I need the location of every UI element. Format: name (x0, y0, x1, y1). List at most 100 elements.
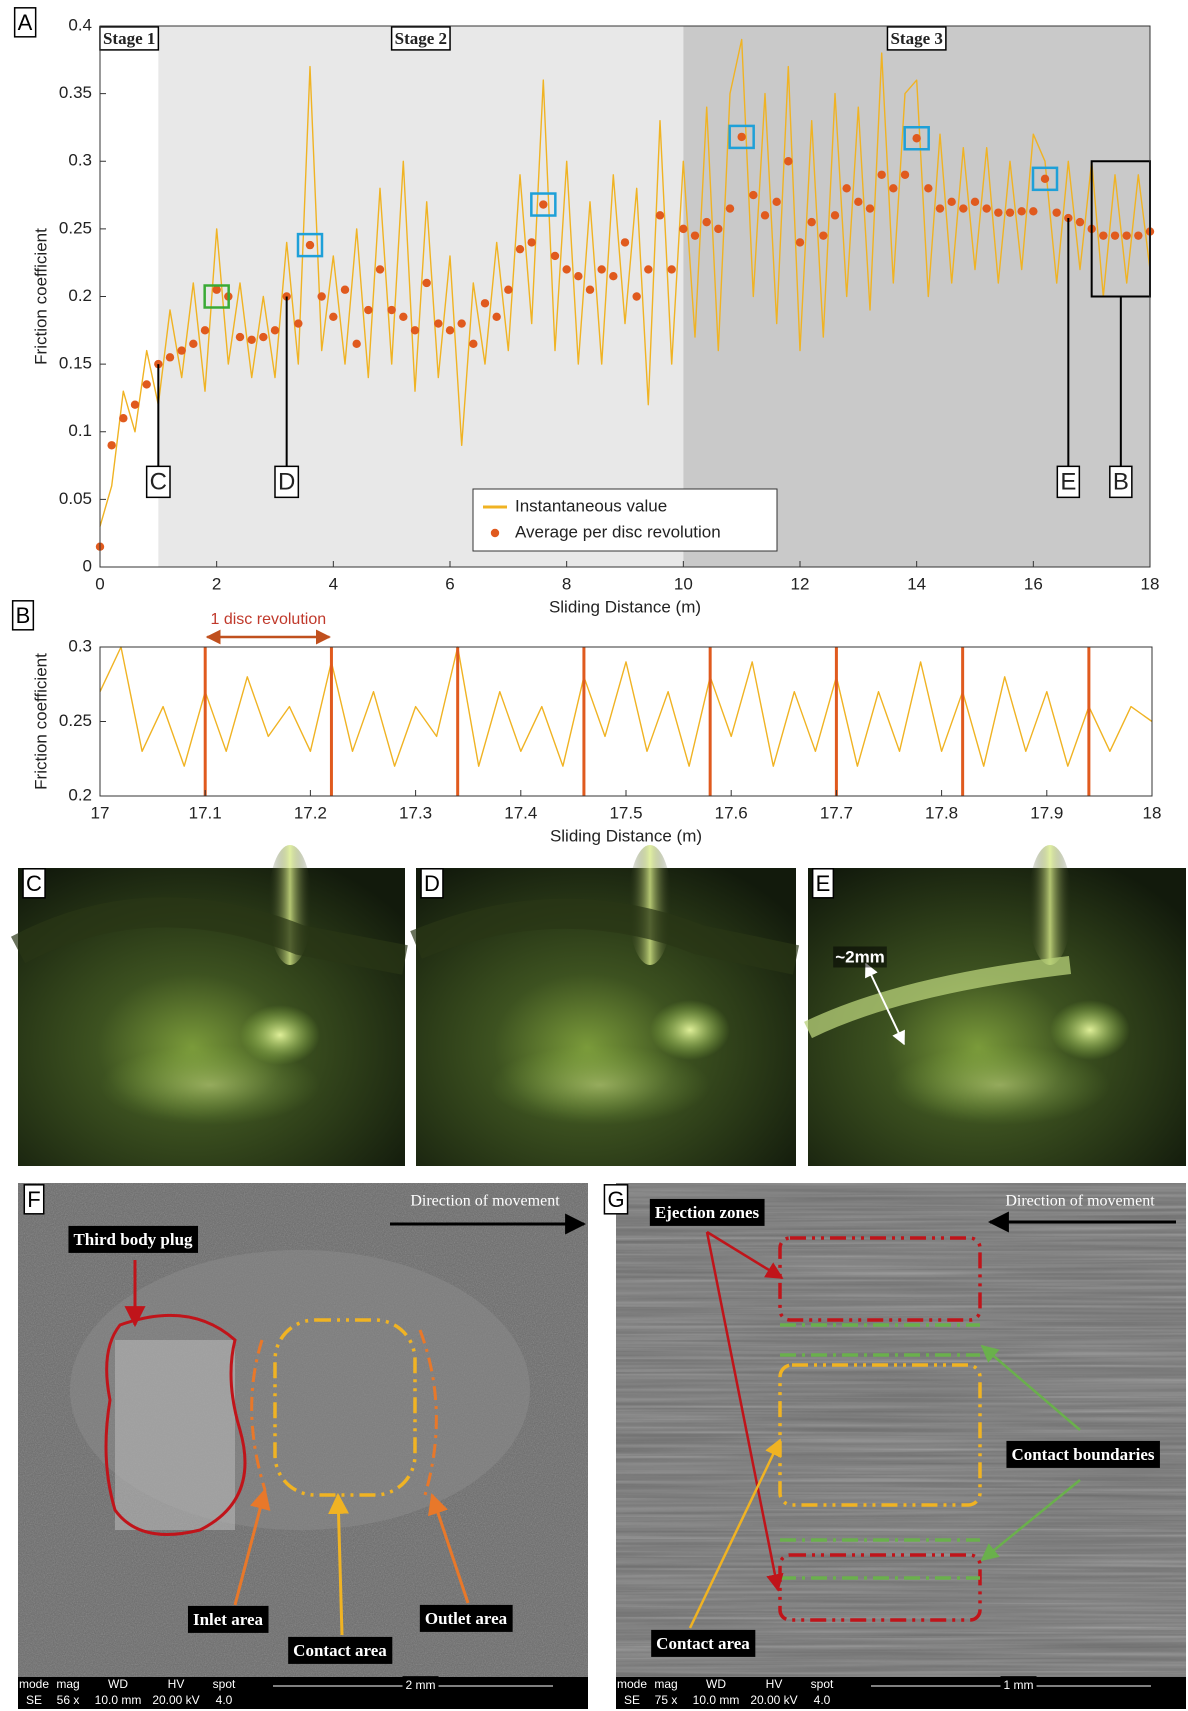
x-tick-label: 18 (1141, 574, 1160, 593)
average-point (1029, 207, 1038, 216)
stage-label: Stage 1 (103, 29, 155, 48)
x-axis-label: Sliding Distance (m) (550, 826, 702, 845)
label-box (886, 26, 947, 51)
y-tick-label: 0.25 (59, 218, 92, 237)
average-point (1005, 208, 1015, 217)
legend-swatch (490, 528, 500, 538)
info-value: 56 x (57, 1693, 80, 1707)
average-point (935, 204, 945, 213)
average-point (970, 197, 980, 207)
average-point (364, 305, 373, 315)
average-point (1122, 231, 1131, 240)
average-point (294, 319, 303, 328)
y-tick-label: 0.2 (68, 286, 92, 305)
direction-label: Direction of movement (1005, 1193, 1155, 1210)
average-point (142, 380, 151, 389)
x-tick-label: 18 (1143, 803, 1162, 822)
average-point (760, 211, 770, 220)
average-point (877, 170, 886, 179)
callout: Ejection zones (655, 1203, 760, 1222)
highlight-box (1031, 166, 1059, 192)
info-value: SE (26, 1693, 42, 1707)
average-point (562, 265, 571, 274)
label-box (419, 1604, 513, 1632)
x-tick-label: 16 (1024, 574, 1043, 593)
direction-label: Direction of movement (410, 1193, 560, 1210)
average-point (305, 240, 315, 250)
average-point (259, 332, 268, 342)
callout: Outlet area (425, 1609, 508, 1628)
scale-annotation: ~2mm (835, 947, 885, 966)
average-point (644, 265, 653, 274)
average-point (574, 272, 583, 281)
y-axis-label: Friction coefficient (31, 228, 50, 365)
average-point (504, 285, 513, 294)
highlight-box (903, 126, 930, 151)
info-header: spot (213, 1677, 236, 1691)
x-tick-label: 17.7 (820, 803, 853, 822)
x-tick-label: 12 (791, 574, 810, 593)
label-box (651, 1629, 756, 1657)
panel-label: E (816, 871, 831, 896)
panel-label: F (27, 1187, 40, 1212)
average-point (912, 134, 921, 143)
average-point (515, 244, 525, 254)
x-tick-label: 14 (907, 574, 926, 593)
average-point (399, 312, 408, 321)
info-header: WD (706, 1677, 726, 1691)
annotation-label: B (1113, 468, 1129, 495)
label-box (402, 1676, 439, 1695)
average-point (795, 238, 805, 247)
info-value: 20.00 kV (152, 1693, 199, 1707)
x-tick-label: 17.5 (609, 803, 642, 822)
photo-panels: C D E ~2mm (10, 845, 1186, 1166)
average-point (842, 184, 851, 193)
label-box (1056, 465, 1081, 499)
average-point (679, 224, 688, 234)
average-point (480, 299, 490, 308)
average-point (819, 231, 828, 240)
x-tick-label: 17.9 (1030, 803, 1063, 822)
chart: 1 disc revolution 0.2 0.25 0.3 17 17.1 17.2 17.… (11, 600, 1162, 845)
scale-label: 1 mm (1004, 1678, 1034, 1692)
instantaneous-line (99, 38, 1151, 527)
sem-g: G Direction of movement Ejection zones C… (603, 1183, 1186, 1709)
average-point (445, 326, 455, 335)
y-axis-label: Friction coefficient (31, 653, 50, 790)
info-header: HV (766, 1677, 783, 1691)
average-point (620, 238, 630, 247)
average-point (550, 251, 560, 261)
average-point (725, 204, 735, 213)
chart: Stage 1 Stage 2 Stage 3 C D E B 0 0.05 0.1 0.15 0.2… (13, 7, 1160, 616)
instantaneous-line (99, 646, 1153, 767)
average-point (1075, 217, 1085, 227)
x-tick-label: 17.1 (189, 803, 222, 822)
average-point (422, 278, 431, 288)
average-point (329, 312, 338, 321)
label-box (1109, 465, 1133, 499)
info-header: mag (56, 1677, 79, 1691)
average-point (947, 197, 956, 207)
average-point (200, 326, 210, 335)
average-point (924, 184, 933, 193)
x-tick-label: 8 (562, 574, 571, 593)
info-value: 10.0 mm (693, 1693, 740, 1707)
info-value: 4.0 (814, 1693, 831, 1707)
info-value: 10.0 mm (95, 1693, 142, 1707)
info-value: SE (624, 1693, 640, 1707)
label-box (23, 1184, 45, 1215)
average-point (959, 204, 968, 213)
label-box (420, 868, 444, 899)
average-point (632, 292, 641, 301)
label-box (1000, 1676, 1037, 1695)
stage-label: Stage 3 (890, 29, 942, 48)
average-point (1134, 231, 1143, 240)
stage-label: Stage 2 (395, 29, 447, 48)
callout: Contact area (656, 1634, 750, 1653)
average-point (737, 132, 746, 142)
label-box (288, 1636, 393, 1664)
average-point (784, 157, 793, 166)
average-point (119, 414, 128, 423)
label-box (68, 1225, 199, 1253)
average-point (469, 339, 478, 349)
